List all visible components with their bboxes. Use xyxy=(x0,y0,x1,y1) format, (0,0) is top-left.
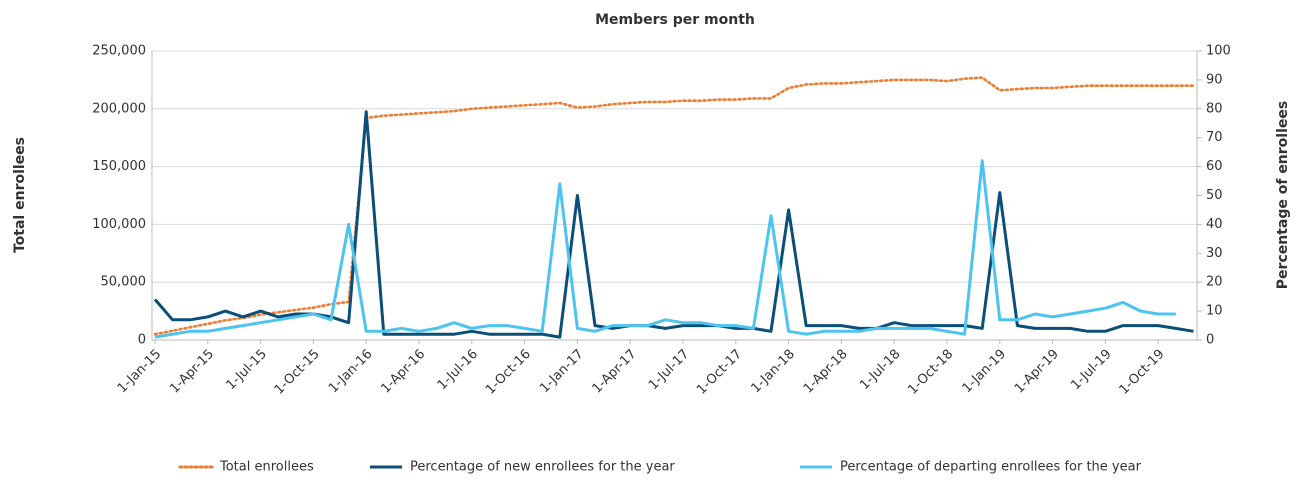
x-tick-label: 1-Jan-16 xyxy=(326,347,375,396)
y2-tick-label: 50 xyxy=(1206,188,1223,203)
y-tick-label: 50,000 xyxy=(101,275,147,290)
y2-tick-label: 70 xyxy=(1206,130,1223,145)
y2-tick-label: 20 xyxy=(1206,275,1223,290)
y2-tick-label: 80 xyxy=(1206,101,1223,116)
y2-tick-label: 100 xyxy=(1206,44,1231,59)
y-tick-label: 150,000 xyxy=(92,159,146,174)
x-tick-label: 1-Jul-18 xyxy=(857,347,903,393)
x-tick-label: 1-Jan-15 xyxy=(115,347,164,396)
y2-tick-label: 10 xyxy=(1206,304,1223,319)
y2-tick-label: 40 xyxy=(1206,217,1223,232)
x-tick-label: 1-Apr-15 xyxy=(167,347,217,397)
series-line xyxy=(153,110,1194,339)
y-tick-label: 250,000 xyxy=(92,44,146,59)
x-tick-label: 1-Oct-19 xyxy=(1117,347,1168,398)
y2-axis-title: Percentage of enrollees xyxy=(1275,101,1291,289)
series-line xyxy=(154,159,1176,339)
x-tick-label: 1-Jan-17 xyxy=(537,347,586,396)
x-tick-label: 1-Apr-18 xyxy=(801,347,851,397)
y2-tick-label: 0 xyxy=(1206,333,1214,348)
chart-title: Members per month xyxy=(595,12,755,28)
series-line xyxy=(153,76,1195,336)
x-tick-label: 1-Apr-19 xyxy=(1012,347,1062,397)
x-tick-label: 1-Oct-17 xyxy=(694,347,745,398)
legend-label: Total enrollees xyxy=(219,460,314,475)
x-tick-label: 1-Oct-18 xyxy=(905,347,956,398)
x-tick-label: 1-Jan-19 xyxy=(960,347,1009,396)
legend-label: Percentage of departing enrollees for th… xyxy=(840,460,1142,475)
y-tick-label: 200,000 xyxy=(92,101,146,116)
x-tick-label: 1-Jul-19 xyxy=(1068,347,1114,393)
x-tick-label: 1-Apr-16 xyxy=(378,347,428,397)
x-tick-label: 1-Jan-18 xyxy=(748,347,797,396)
y2-tick-label: 90 xyxy=(1206,72,1223,87)
y-tick-label: 100,000 xyxy=(92,217,146,232)
x-tick-label: 1-Oct-15 xyxy=(272,347,323,398)
x-tick-label: 1-Jul-15 xyxy=(224,347,270,393)
x-tick-label: 1-Jul-16 xyxy=(435,347,481,393)
x-tick-label: 1-Apr-17 xyxy=(590,347,640,397)
y2-tick-label: 60 xyxy=(1206,159,1223,174)
y-axis-title: Total enrollees xyxy=(12,137,28,253)
y-tick-label: 0 xyxy=(138,333,146,348)
legend-label: Percentage of new enrollees for the year xyxy=(410,460,675,475)
x-tick-label: 1-Jul-17 xyxy=(646,347,692,393)
x-tick-label: 1-Oct-16 xyxy=(483,347,534,398)
y2-tick-label: 30 xyxy=(1206,246,1223,261)
